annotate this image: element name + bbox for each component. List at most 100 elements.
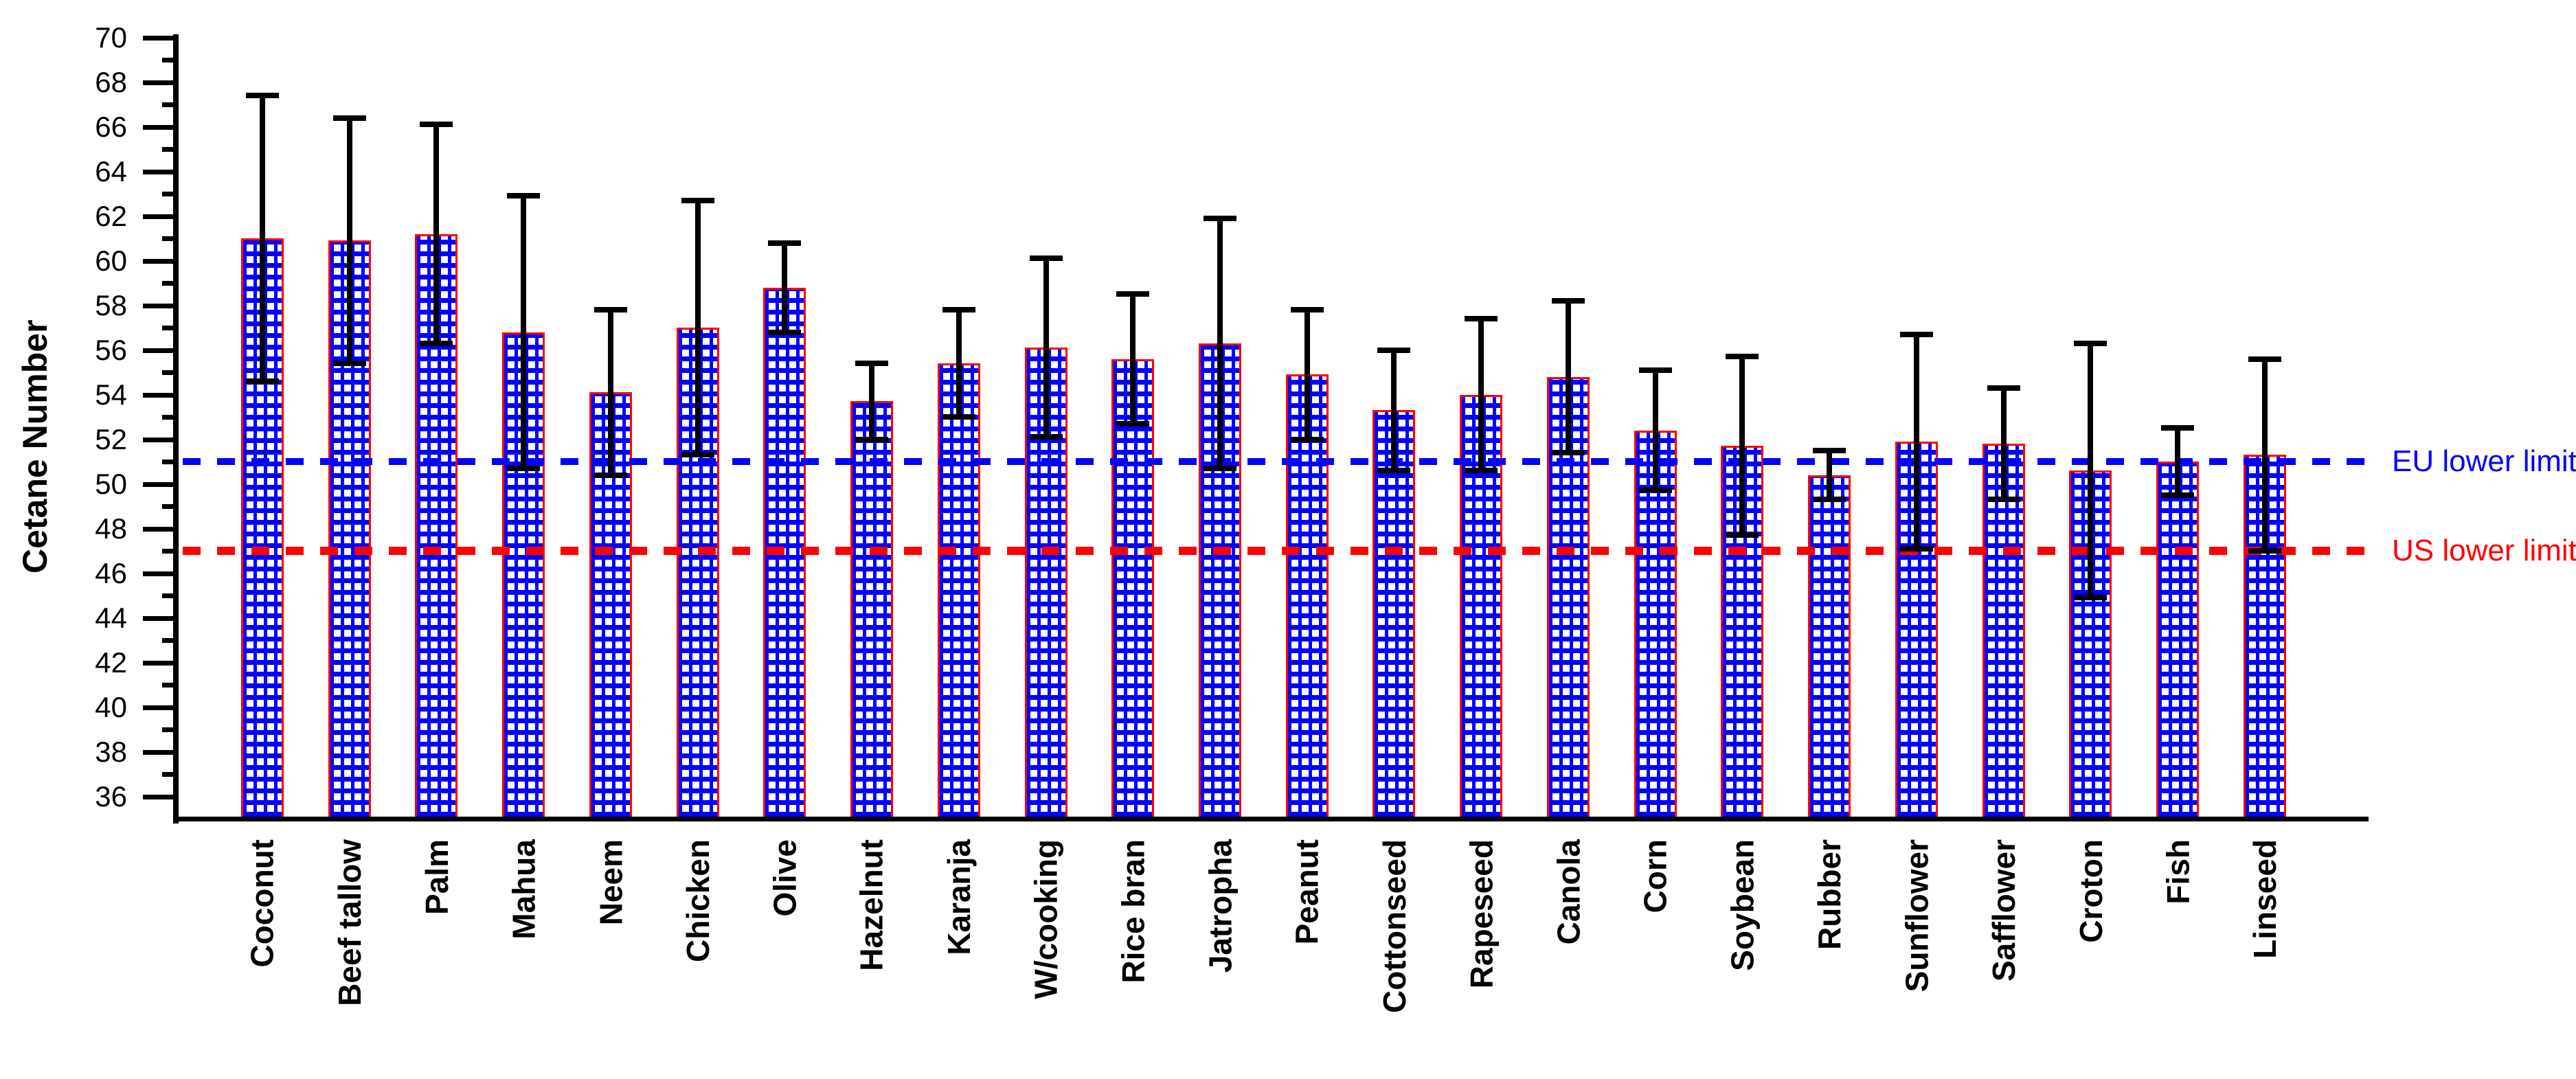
error-bar-stem-linseed xyxy=(2261,359,2268,551)
y-major-tick-70 xyxy=(143,35,173,41)
x-tick-label-cottonseed: Cottonseed xyxy=(1376,839,1412,1013)
y-axis-line xyxy=(173,34,179,824)
y-minor-tick-51 xyxy=(162,459,173,464)
x-tick-label-coconut: Coconut xyxy=(245,839,280,968)
error-bar-bottom-cap-olive xyxy=(768,329,802,335)
x-tick-label-palm: Palm xyxy=(418,839,455,915)
y-major-tick-54 xyxy=(143,392,173,398)
error-bar-stem-soybean xyxy=(1739,356,1745,536)
y-minor-tick-43 xyxy=(162,638,173,643)
y-tick-label-40: 40 xyxy=(95,690,127,723)
error-bar-stem-jatropha xyxy=(1217,218,1223,468)
eu-lower-limit-label: EU lower limit xyxy=(2392,444,2576,478)
y-major-tick-52 xyxy=(143,437,173,442)
error-bar-stem-hazelnut xyxy=(869,363,875,440)
x-tick-label-neem: Neem xyxy=(592,839,629,926)
y-tick-label-70: 70 xyxy=(95,21,127,54)
error-bar-stem-karanja xyxy=(956,310,962,417)
error-bar-bottom-cap-cottonseed xyxy=(1377,468,1411,473)
error-bar-top-cap-olive xyxy=(768,240,802,246)
error-bar-stem-neem xyxy=(607,310,613,475)
y-minor-tick-45 xyxy=(162,593,173,598)
error-bar-top-cap-mahua xyxy=(507,193,541,199)
x-tick-label-karanja: Karanja xyxy=(940,839,977,955)
error-bar-bottom-cap-beef-tallow xyxy=(332,361,366,366)
error-bar-bottom-cap-karanja xyxy=(942,414,975,420)
x-tick-label-beef-tallow: Beef tallow xyxy=(331,839,368,1006)
error-bar-top-cap-sunflower xyxy=(1899,331,1933,337)
error-bar-stem-corn xyxy=(1652,370,1658,491)
error-bar-top-cap-fish xyxy=(2161,425,2195,431)
us-lower-limit-label: US lower limit xyxy=(2392,534,2576,567)
bar-corn xyxy=(1634,430,1677,819)
bar-safflower xyxy=(1982,444,2025,819)
y-tick-label-60: 60 xyxy=(95,244,127,277)
y-tick-label-62: 62 xyxy=(95,199,127,232)
y-minor-tick-55 xyxy=(162,370,173,375)
bar-soybean xyxy=(1721,446,1764,819)
error-bar-stem-palm xyxy=(433,124,440,343)
x-tick-label-sunflower: Sunflower xyxy=(1898,839,1934,992)
error-bar-top-cap-chicken xyxy=(681,197,714,203)
bar-peanut xyxy=(1285,374,1329,819)
error-bar-stem-rubber xyxy=(1827,450,1833,500)
error-bar-bottom-cap-jatropha xyxy=(1204,465,1237,471)
y-minor-tick-47 xyxy=(162,549,173,554)
error-bar-bottom-cap-linseed xyxy=(2248,548,2281,554)
error-bar-bottom-cap-palm xyxy=(420,340,453,346)
error-bar-stem-rapeseed xyxy=(1478,319,1484,470)
error-bar-top-cap-rice-bran xyxy=(1116,291,1150,297)
error-bar-stem-beef-tallow xyxy=(346,117,352,363)
error-bar-stem-mahua xyxy=(521,196,527,468)
x-tick-label-rapeseed: Rapeseed xyxy=(1463,839,1500,989)
y-minor-tick-41 xyxy=(162,683,173,688)
error-bar-top-cap-palm xyxy=(420,122,453,128)
y-major-tick-48 xyxy=(143,526,173,532)
error-bar-bottom-cap-canola xyxy=(1551,450,1585,455)
y-major-tick-38 xyxy=(143,749,173,755)
error-bar-stem-w-cooking xyxy=(1043,258,1049,438)
error-bar-stem-olive xyxy=(782,242,788,332)
y-tick-label-66: 66 xyxy=(95,110,127,143)
y-tick-label-38: 38 xyxy=(95,735,127,768)
y-tick-label-50: 50 xyxy=(95,467,127,500)
error-bar-top-cap-croton xyxy=(2074,340,2108,346)
error-bar-bottom-cap-rubber xyxy=(1813,497,1846,503)
y-major-tick-50 xyxy=(143,481,173,487)
y-minor-tick-53 xyxy=(162,415,173,420)
y-tick-label-56: 56 xyxy=(95,333,127,366)
error-bar-stem-safflower xyxy=(2000,387,2007,500)
error-bar-top-cap-rapeseed xyxy=(1465,316,1498,321)
x-tick-label-croton: Croton xyxy=(2072,839,2109,943)
error-bar-stem-canola xyxy=(1565,301,1571,453)
x-tick-label-hazelnut: Hazelnut xyxy=(854,839,890,971)
y-tick-label-68: 68 xyxy=(95,65,127,98)
y-minor-tick-39 xyxy=(162,727,173,732)
x-tick-label-soybean: Soybean xyxy=(1724,839,1761,971)
error-bar-top-cap-soybean xyxy=(1726,354,1759,360)
y-major-tick-36 xyxy=(143,794,173,799)
error-bar-top-cap-coconut xyxy=(246,93,279,98)
y-major-tick-42 xyxy=(143,660,173,666)
y-tick-label-48: 48 xyxy=(95,512,127,545)
eu-lower-limit-line xyxy=(183,458,2369,465)
error-bar-stem-chicken xyxy=(694,200,701,455)
error-bar-top-cap-canola xyxy=(1551,298,1585,304)
error-bar-bottom-cap-fish xyxy=(2161,492,2195,498)
error-bar-stem-fish xyxy=(2175,428,2181,495)
error-bar-bottom-cap-safflower xyxy=(1987,497,2020,503)
bar-hazelnut xyxy=(850,401,894,819)
x-axis-line xyxy=(173,817,2369,821)
y-tick-label-44: 44 xyxy=(95,601,127,634)
bar-rice-bran xyxy=(1111,359,1155,819)
error-bar-top-cap-beef-tallow xyxy=(332,115,366,121)
error-bar-stem-cottonseed xyxy=(1391,350,1397,470)
us-lower-limit-line xyxy=(183,547,2369,555)
y-major-tick-40 xyxy=(143,705,173,710)
error-bar-stem-rice-bran xyxy=(1130,294,1136,424)
error-bar-bottom-cap-chicken xyxy=(681,452,714,458)
error-bar-bottom-cap-coconut xyxy=(246,378,279,384)
error-bar-top-cap-corn xyxy=(1638,367,1672,373)
x-tick-label-fish: Fish xyxy=(2160,839,2196,905)
y-minor-tick-37 xyxy=(162,772,173,777)
